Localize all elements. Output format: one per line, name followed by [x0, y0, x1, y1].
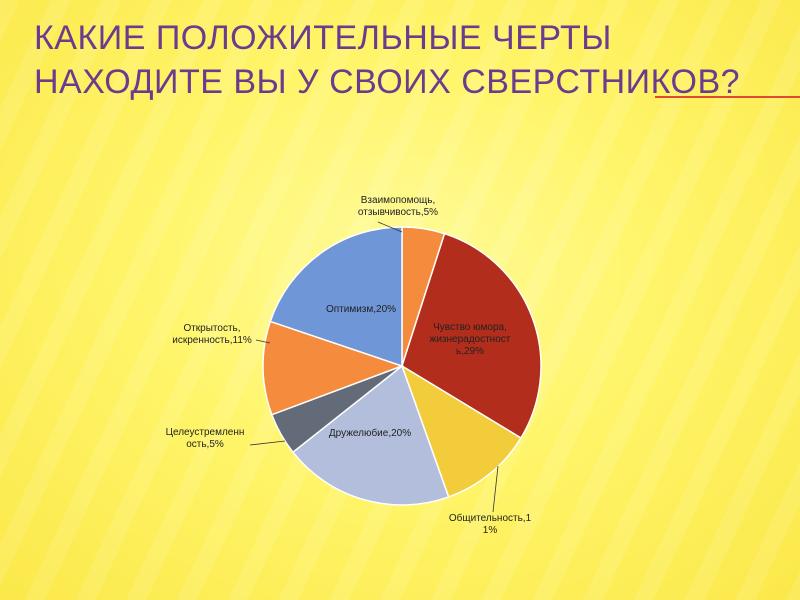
pie-slice-6 — [269, 226, 403, 368]
title-line-1: Какие положительные черты — [34, 19, 612, 57]
leader-line-5 — [255, 339, 271, 344]
slice-label-0: Взаимопомощь, отзывчивость,5% — [358, 195, 438, 218]
slice-label-5: Открытость, искренность,11% — [172, 323, 252, 346]
slice-label-1: Чувство юмора, жизнерадостност ь,29% — [430, 322, 511, 357]
leader-line-0 — [377, 221, 403, 233]
pie-slice-3 — [291, 364, 450, 506]
leader-line-2 — [492, 465, 499, 513]
slice-label-3: Дружелюбие,20% — [329, 427, 411, 439]
slide-title: Какие положительные черты находите вы у … — [34, 16, 774, 104]
title-line-2: находите вы у своих сверстников? — [34, 63, 741, 101]
leader-line-4 — [249, 440, 286, 446]
slice-label-4: Целеустремленн ость,5% — [166, 427, 245, 450]
pie-slice-2 — [400, 364, 522, 498]
title-underline — [655, 96, 800, 98]
pie-slice-5 — [262, 320, 405, 416]
slice-label-2: Общительность,1 1% — [449, 512, 532, 536]
slice-label-6: Оптимизм,20% — [326, 304, 396, 315]
